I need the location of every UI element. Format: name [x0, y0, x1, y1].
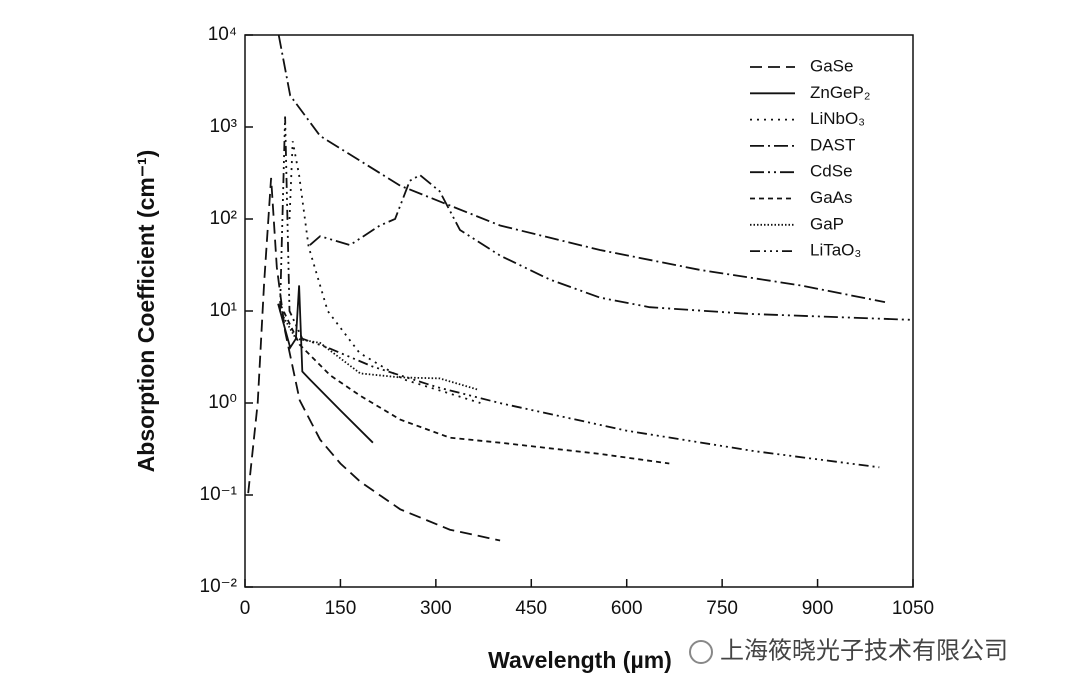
x-tick-label: 1050 — [892, 598, 934, 619]
legend-label: GaSe — [810, 56, 853, 75]
legend-label: LiTaO₃ — [810, 241, 861, 260]
x-tick-label: 750 — [706, 598, 738, 619]
x-tick-label: 600 — [611, 598, 643, 619]
y-tick-label: 10⁰ — [208, 392, 237, 413]
y-tick-label: 10⁻¹ — [200, 484, 238, 505]
series-line — [277, 35, 886, 303]
series-line — [288, 141, 481, 404]
legend-label: ZnGeP₂ — [810, 83, 870, 102]
legend-label: LiNbO₃ — [810, 109, 865, 128]
y-tick-label: 10³ — [210, 116, 237, 137]
legend-label: GaP — [810, 214, 844, 233]
series-line — [279, 303, 670, 465]
y-tick-label: 10¹ — [210, 300, 237, 321]
watermark: 上海筱晓光子技术有限公司 — [720, 637, 1008, 664]
series-line — [279, 116, 880, 469]
x-tick-label: 0 — [240, 598, 251, 619]
x-tick-label: 300 — [420, 598, 452, 619]
y-tick-label: 10⁻² — [200, 576, 238, 597]
x-axis-label: Wavelength (µm) — [488, 647, 672, 673]
x-tick-label: 450 — [515, 598, 547, 619]
legend-label: CdSe — [810, 162, 853, 181]
y-tick-label: 10⁴ — [208, 24, 237, 45]
series-line — [277, 285, 374, 444]
y-tick-label: 10² — [210, 208, 237, 229]
legend-label: GaAs — [810, 188, 853, 207]
series-line — [309, 174, 913, 321]
watermark-icon — [689, 640, 713, 664]
legend-label: DAST — [810, 135, 855, 154]
y-axis-label: Absorption Coefficient (cm⁻¹) — [133, 150, 159, 473]
x-tick-label: 900 — [802, 598, 834, 619]
series-line — [279, 310, 479, 391]
series-line — [247, 177, 501, 542]
x-tick-label: 150 — [325, 598, 357, 619]
